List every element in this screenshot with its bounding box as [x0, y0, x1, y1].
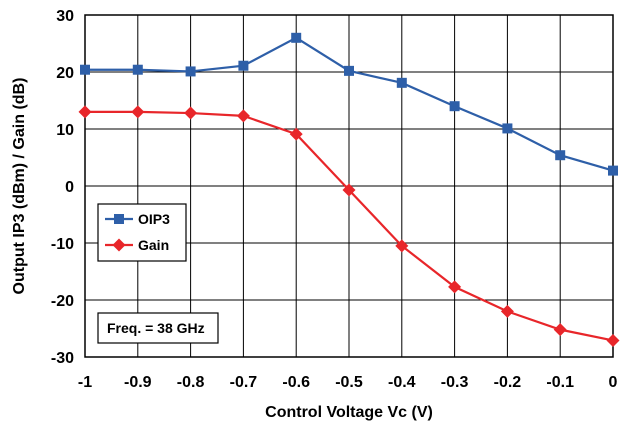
x-tick-label: -0.9: [124, 374, 152, 391]
data-point-oip3: [502, 123, 513, 134]
series-gain: [78, 105, 620, 347]
x-tick-label: 0: [609, 374, 618, 391]
data-point-oip3: [344, 65, 354, 76]
legend-label-gain: Gain: [138, 237, 169, 253]
legend-entry-gain: Gain: [105, 237, 169, 253]
x-tick-label: -0.7: [230, 374, 258, 391]
y-axis-title: Output IP3 (dBm) / Gain (dB): [11, 78, 28, 295]
x-tick-label: -0.6: [282, 374, 310, 391]
x-tick-label: -0.1: [546, 374, 574, 391]
x-tick-label: -0.3: [441, 374, 469, 391]
y-tick-label: 30: [56, 8, 74, 25]
y-tick-label: -10: [51, 236, 74, 253]
data-point-gain: [184, 106, 198, 120]
data-point-oip3: [449, 101, 460, 112]
annotation-text: Freq. = 38 GHz: [107, 320, 205, 336]
legend: OIP3 Gain: [97, 203, 187, 262]
legend-label-oip3: OIP3: [138, 211, 170, 227]
data-point-oip3: [238, 60, 249, 71]
legend-swatch-marker: [112, 238, 126, 252]
data-point-gain: [606, 333, 620, 347]
plot-frame: [84, 14, 614, 358]
data-point-gain: [448, 280, 462, 294]
series-oip3: [80, 32, 618, 176]
x-tick-label: -0.5: [335, 374, 363, 391]
y-tick-label: -20: [51, 293, 74, 310]
data-point-oip3: [291, 32, 302, 43]
tick-labels: -1 -0.9 -0.8 -0.7 -0.6 -0.5 -0.4 -0.3 -0.2 -0.1 0 3…: [51, 8, 618, 391]
y-tick-label: -30: [51, 350, 74, 367]
data-point-gain: [131, 105, 145, 119]
data-point-gain: [553, 323, 567, 337]
legend-entry-oip3: OIP3: [105, 211, 170, 227]
data-point-gain: [289, 127, 303, 141]
data-point-gain: [500, 304, 514, 318]
annotation: Freq. = 38 GHz: [97, 312, 219, 344]
y-tick-label: 10: [56, 122, 74, 139]
x-tick-label: -1: [78, 374, 92, 391]
data-point-oip3: [396, 77, 407, 88]
annotation-box: [97, 312, 219, 344]
x-tick-label: -0.2: [494, 374, 522, 391]
legend-box: [97, 203, 187, 262]
data-point-oip3: [555, 150, 566, 161]
legend-swatch-marker: [114, 214, 124, 224]
y-tick-label: 0: [65, 179, 74, 196]
data-point-gain: [342, 183, 356, 197]
data-point-oip3: [80, 64, 90, 75]
data-point-oip3: [132, 64, 143, 75]
data-point-oip3: [608, 165, 618, 176]
x-tick-label: -0.8: [177, 374, 205, 391]
data-point-gain: [395, 239, 409, 253]
x-axis-title: Control Voltage Vc (V): [265, 404, 433, 421]
x-tick-label: -0.4: [388, 374, 416, 391]
series: [78, 32, 620, 347]
data-point-oip3: [185, 66, 196, 77]
y-tick-label: 20: [56, 65, 74, 82]
data-point-gain: [236, 109, 250, 123]
data-point-gain: [78, 105, 92, 119]
